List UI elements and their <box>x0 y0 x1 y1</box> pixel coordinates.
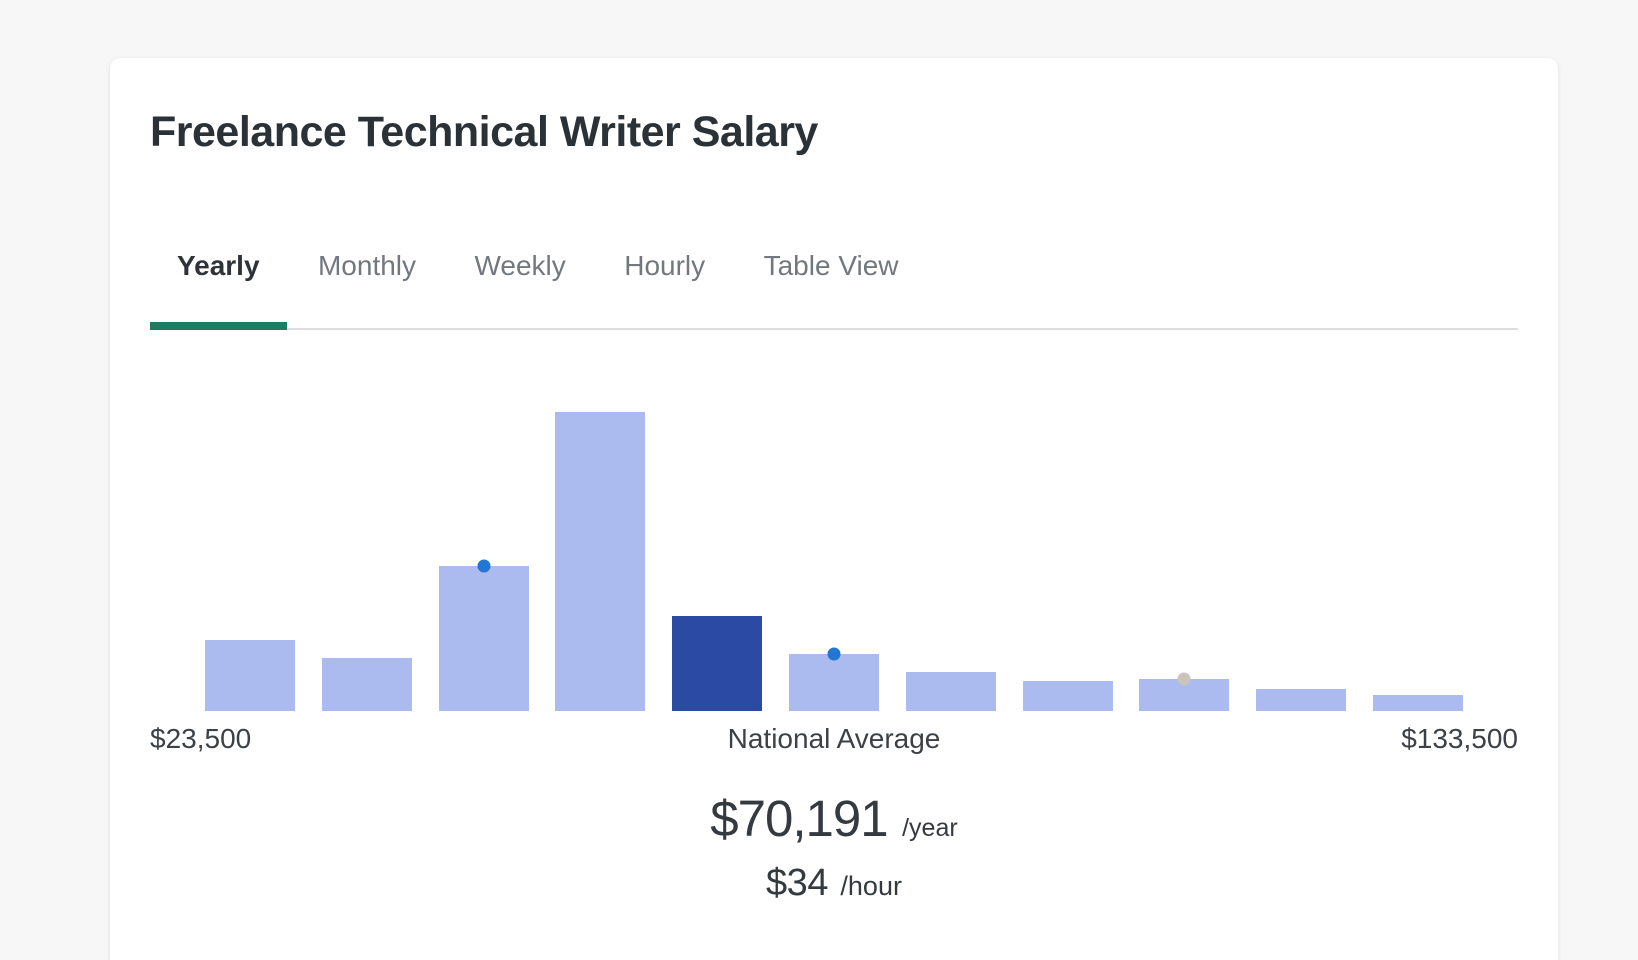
histogram-bar[interactable] <box>555 412 646 711</box>
salary-summary: $70,191 /year $34 /hour <box>150 789 1518 905</box>
hourly-salary-line: $34 /hour <box>150 862 1518 905</box>
histogram-bar[interactable] <box>905 672 996 711</box>
yearly-salary-unit: /year <box>902 814 958 842</box>
period-tab-bar: Yearly Monthly Weekly Hourly Table View <box>150 250 1518 330</box>
yearly-salary-value: $70,191 <box>710 790 888 847</box>
histogram-bar[interactable] <box>1139 672 1230 711</box>
histogram-bar-national-average[interactable] <box>672 616 763 711</box>
histogram-bar[interactable] <box>205 640 295 711</box>
tab-yearly[interactable]: Yearly <box>150 250 287 330</box>
axis-labels-row: $23,500 National Average $133,500 <box>150 723 1518 755</box>
tab-hourly[interactable]: Hourly <box>624 250 706 281</box>
marker-dot-blue <box>477 559 491 573</box>
yearly-salary-line: $70,191 /year <box>150 789 1518 848</box>
marker-dot-gray <box>1177 672 1191 686</box>
histogram-bar[interactable] <box>1022 681 1113 711</box>
axis-min-label: $23,500 <box>150 723 252 754</box>
tab-table-view[interactable]: Table View <box>763 250 899 281</box>
tab-weekly[interactable]: Weekly <box>474 250 566 281</box>
histogram-bar[interactable] <box>438 559 529 711</box>
salary-widget-card: Freelance Technical Writer Salary Yearly… <box>110 58 1558 960</box>
page-title: Freelance Technical Writer Salary <box>150 108 818 156</box>
histogram-bars-row <box>150 411 1518 711</box>
salary-histogram: $23,500 National Average $133,500 <box>150 411 1518 755</box>
marker-dot-blue <box>827 647 841 661</box>
histogram-bar[interactable] <box>788 647 879 711</box>
axis-max-label: $133,500 <box>1401 723 1518 754</box>
histogram-bar[interactable] <box>321 658 412 711</box>
national-average-label: National Average <box>727 723 941 754</box>
tab-monthly[interactable]: Monthly <box>317 250 417 281</box>
hourly-salary-value: $34 <box>766 862 828 904</box>
histogram-bar[interactable] <box>1256 689 1347 711</box>
histogram-bar[interactable] <box>1372 695 1463 711</box>
hourly-salary-unit: /hour <box>840 871 902 901</box>
